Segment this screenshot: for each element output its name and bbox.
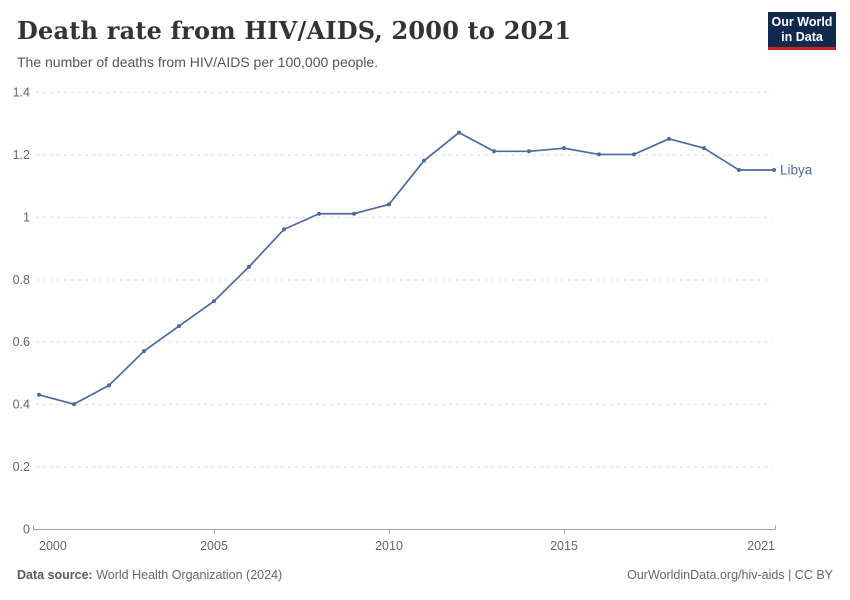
- data-point[interactable]: [72, 402, 76, 407]
- data-point[interactable]: [772, 168, 776, 173]
- data-source: Data source: World Health Organization (…: [17, 568, 282, 582]
- chart-line[interactable]: [38, 131, 775, 405]
- page-title: Death rate from HIV/AIDS, 2000 to 2021: [17, 16, 572, 45]
- data-point[interactable]: [247, 264, 251, 269]
- data-point[interactable]: [702, 146, 706, 151]
- y-axis-tick-label: 1.2: [13, 148, 30, 162]
- data-point[interactable]: [527, 149, 531, 154]
- data-point[interactable]: [667, 136, 671, 141]
- owid-logo-line2: in Data: [781, 29, 823, 44]
- data-point[interactable]: [492, 149, 496, 154]
- data-point[interactable]: [352, 211, 356, 216]
- y-axis-tick-label: 1: [23, 210, 30, 224]
- owid-logo-line1: Our World: [771, 14, 833, 29]
- data-point[interactable]: [597, 152, 601, 157]
- series-label[interactable]: Libya: [780, 163, 813, 178]
- data-point[interactable]: [737, 168, 741, 173]
- data-point[interactable]: [37, 392, 41, 397]
- data-source-label: Data source:: [17, 568, 93, 582]
- y-axis-tick-label: 0.2: [13, 460, 30, 474]
- data-source-value: World Health Organization (2024): [96, 568, 283, 582]
- data-point[interactable]: [177, 324, 181, 329]
- chart-subtitle: The number of deaths from HIV/AIDS per 1…: [17, 54, 379, 70]
- data-point[interactable]: [632, 152, 636, 157]
- x-axis-tick-label: 2000: [39, 539, 67, 553]
- x-axis-tick-label: 2010: [375, 539, 403, 553]
- data-point[interactable]: [317, 211, 321, 216]
- data-point[interactable]: [457, 130, 461, 135]
- x-axis-tick-label: 2005: [200, 539, 228, 553]
- x-axis-tick-label: 2015: [550, 539, 578, 553]
- y-axis-tick-label: 1.4: [13, 86, 30, 100]
- data-point[interactable]: [422, 158, 426, 163]
- data-point[interactable]: [212, 299, 216, 304]
- y-axis-tick-label: 0: [23, 523, 30, 537]
- data-point[interactable]: [562, 146, 566, 151]
- y-axis-tick-label: 0.8: [13, 273, 30, 287]
- y-axis-tick-label: 0.4: [13, 398, 30, 412]
- data-point[interactable]: [282, 227, 286, 232]
- data-point[interactable]: [387, 202, 391, 207]
- chart-footer: Data source: World Health Organization (…: [17, 566, 833, 584]
- y-axis-tick-label: 0.6: [13, 335, 30, 349]
- owid-logo[interactable]: Our World in Data: [768, 12, 836, 50]
- credit-link[interactable]: OurWorldinData.org/hiv-aids | CC BY: [627, 568, 833, 582]
- data-point[interactable]: [107, 383, 111, 388]
- data-point[interactable]: [142, 349, 146, 354]
- x-axis-tick-label: 2021: [747, 539, 775, 553]
